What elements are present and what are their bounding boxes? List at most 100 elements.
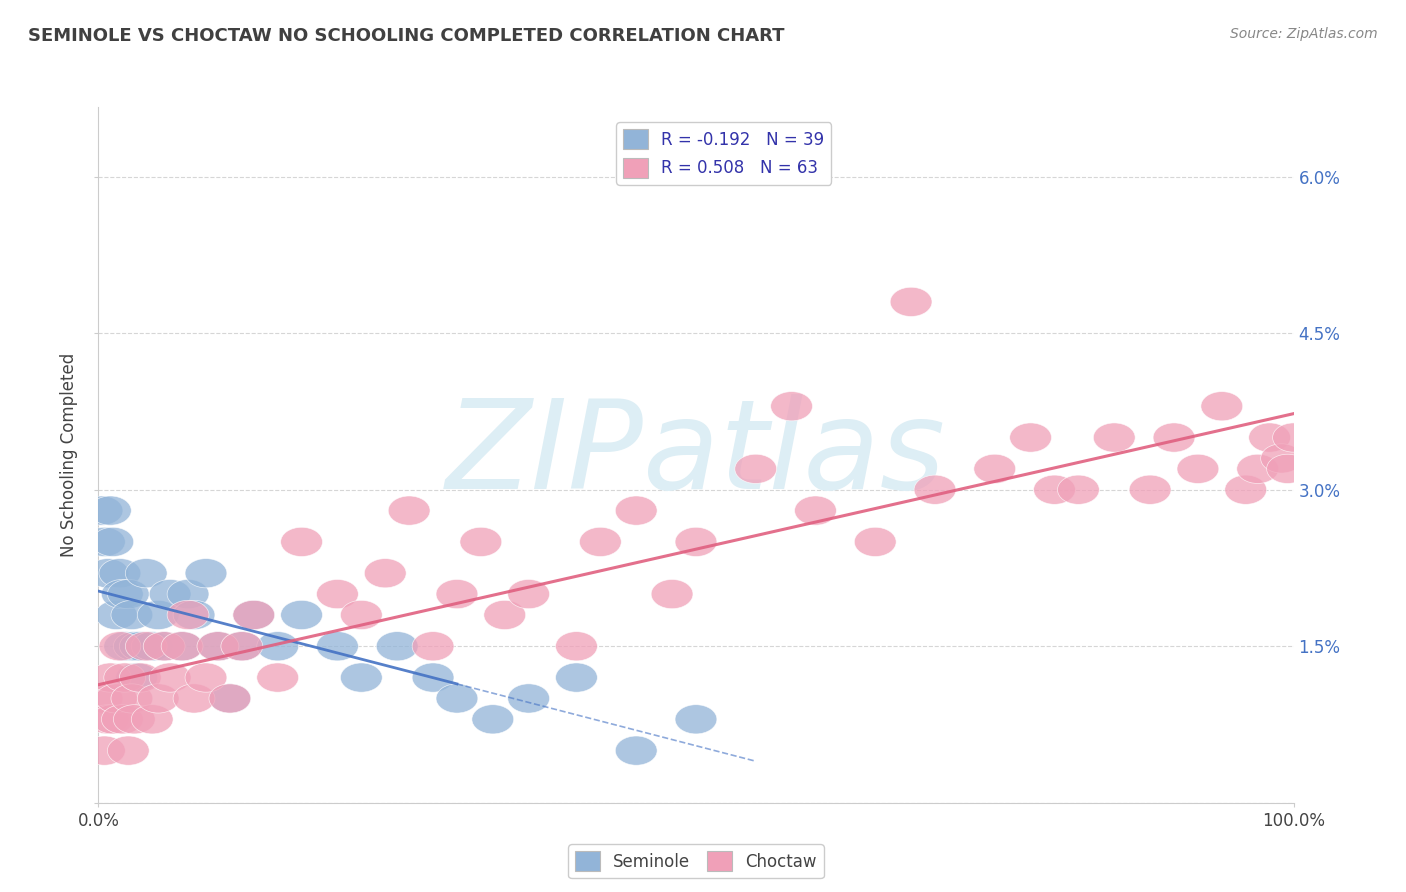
- Ellipse shape: [167, 580, 209, 608]
- Ellipse shape: [104, 663, 146, 692]
- Ellipse shape: [1153, 423, 1195, 452]
- Ellipse shape: [675, 705, 717, 734]
- Ellipse shape: [143, 632, 186, 661]
- Ellipse shape: [1010, 423, 1052, 452]
- Ellipse shape: [91, 705, 134, 734]
- Ellipse shape: [221, 632, 263, 661]
- Ellipse shape: [233, 600, 274, 630]
- Ellipse shape: [115, 663, 157, 692]
- Ellipse shape: [186, 663, 226, 692]
- Ellipse shape: [377, 632, 418, 661]
- Ellipse shape: [855, 527, 896, 557]
- Ellipse shape: [90, 496, 131, 525]
- Ellipse shape: [107, 580, 149, 608]
- Ellipse shape: [675, 527, 717, 557]
- Ellipse shape: [472, 705, 513, 734]
- Ellipse shape: [974, 454, 1015, 483]
- Ellipse shape: [209, 684, 250, 713]
- Ellipse shape: [138, 684, 179, 713]
- Ellipse shape: [221, 632, 263, 661]
- Ellipse shape: [616, 736, 657, 765]
- Ellipse shape: [125, 632, 167, 661]
- Ellipse shape: [555, 632, 598, 661]
- Text: Source: ZipAtlas.com: Source: ZipAtlas.com: [1230, 27, 1378, 41]
- Ellipse shape: [233, 600, 274, 630]
- Ellipse shape: [120, 663, 162, 692]
- Ellipse shape: [914, 475, 956, 504]
- Ellipse shape: [162, 632, 202, 661]
- Ellipse shape: [412, 663, 454, 692]
- Ellipse shape: [1033, 475, 1076, 504]
- Ellipse shape: [1261, 444, 1302, 473]
- Ellipse shape: [257, 632, 298, 661]
- Text: ZIPatlas: ZIPatlas: [446, 394, 946, 516]
- Ellipse shape: [131, 705, 173, 734]
- Ellipse shape: [83, 527, 125, 557]
- Ellipse shape: [735, 454, 776, 483]
- Ellipse shape: [82, 496, 122, 525]
- Ellipse shape: [143, 632, 186, 661]
- Ellipse shape: [412, 632, 454, 661]
- Ellipse shape: [111, 600, 153, 630]
- Ellipse shape: [364, 558, 406, 588]
- Ellipse shape: [90, 663, 131, 692]
- Text: SEMINOLE VS CHOCTAW NO SCHOOLING COMPLETED CORRELATION CHART: SEMINOLE VS CHOCTAW NO SCHOOLING COMPLET…: [28, 27, 785, 45]
- Ellipse shape: [138, 600, 179, 630]
- Ellipse shape: [167, 600, 209, 630]
- Ellipse shape: [173, 600, 215, 630]
- Ellipse shape: [1267, 454, 1309, 483]
- Ellipse shape: [508, 684, 550, 713]
- Ellipse shape: [340, 600, 382, 630]
- Ellipse shape: [197, 632, 239, 661]
- Ellipse shape: [890, 287, 932, 317]
- Ellipse shape: [162, 632, 202, 661]
- Ellipse shape: [484, 600, 526, 630]
- Ellipse shape: [87, 705, 129, 734]
- Y-axis label: No Schooling Completed: No Schooling Completed: [60, 353, 79, 557]
- Ellipse shape: [197, 632, 239, 661]
- Ellipse shape: [281, 527, 322, 557]
- Ellipse shape: [340, 663, 382, 692]
- Ellipse shape: [98, 632, 141, 661]
- Ellipse shape: [149, 663, 191, 692]
- Ellipse shape: [1249, 423, 1291, 452]
- Ellipse shape: [111, 684, 153, 713]
- Ellipse shape: [436, 580, 478, 608]
- Ellipse shape: [555, 663, 598, 692]
- Ellipse shape: [1225, 475, 1267, 504]
- Ellipse shape: [107, 736, 149, 765]
- Ellipse shape: [101, 580, 143, 608]
- Ellipse shape: [508, 580, 550, 608]
- Ellipse shape: [131, 632, 173, 661]
- Ellipse shape: [1177, 454, 1219, 483]
- Ellipse shape: [173, 684, 215, 713]
- Ellipse shape: [1129, 475, 1171, 504]
- Ellipse shape: [91, 527, 134, 557]
- Ellipse shape: [82, 684, 122, 713]
- Ellipse shape: [1201, 392, 1243, 421]
- Ellipse shape: [98, 558, 141, 588]
- Ellipse shape: [114, 705, 155, 734]
- Ellipse shape: [87, 558, 129, 588]
- Ellipse shape: [579, 527, 621, 557]
- Legend: Seminole, Choctaw: Seminole, Choctaw: [568, 845, 824, 878]
- Ellipse shape: [651, 580, 693, 608]
- Ellipse shape: [186, 558, 226, 588]
- Ellipse shape: [616, 496, 657, 525]
- Ellipse shape: [101, 705, 143, 734]
- Ellipse shape: [83, 736, 125, 765]
- Ellipse shape: [1057, 475, 1099, 504]
- Ellipse shape: [1094, 423, 1135, 452]
- Ellipse shape: [1237, 454, 1278, 483]
- Ellipse shape: [125, 558, 167, 588]
- Ellipse shape: [120, 632, 162, 661]
- Ellipse shape: [96, 600, 138, 630]
- Ellipse shape: [770, 392, 813, 421]
- Ellipse shape: [257, 663, 298, 692]
- Ellipse shape: [104, 632, 146, 661]
- Ellipse shape: [794, 496, 837, 525]
- Ellipse shape: [114, 632, 155, 661]
- Ellipse shape: [436, 684, 478, 713]
- Ellipse shape: [316, 580, 359, 608]
- Ellipse shape: [96, 684, 138, 713]
